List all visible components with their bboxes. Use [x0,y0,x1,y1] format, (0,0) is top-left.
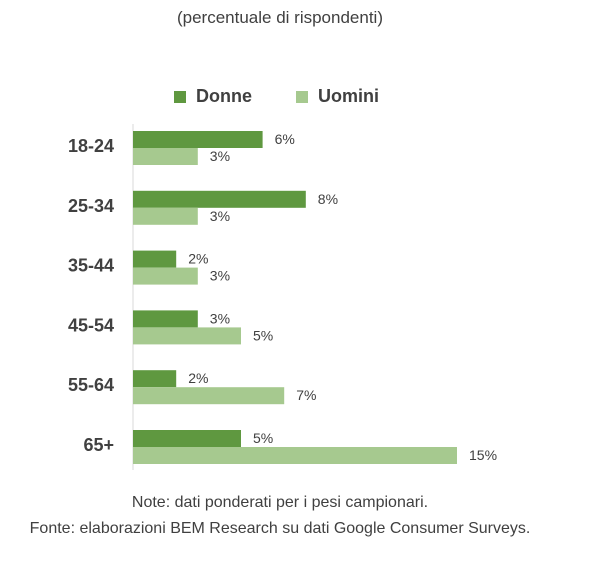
footnote-source: Fonte: elaborazioni BEM Research su dati… [29,520,531,537]
legend-item-uomini: Uomini [296,86,379,107]
data-label-uomini-55-64: 7% [296,387,316,403]
data-label-donne-18-24: 6% [275,131,295,147]
chart-subtitle: (percentuale di rispondenti) [176,8,383,27]
bar-uomini-18-24 [133,148,198,165]
data-label-donne-55-64: 2% [188,370,208,386]
data-label-uomini-25-34: 3% [210,208,230,224]
data-label-donne-25-34: 8% [318,191,338,207]
bar-uomini-35-44 [133,267,198,285]
bar-uomini-55-64 [133,387,285,405]
category-label-65+: 65+ [83,435,114,455]
legend-swatch-uomini [296,90,308,103]
category-label-18-24: 18-24 [68,136,114,156]
category-label-55-64: 55-64 [68,375,114,395]
legend-label-donne: Donne [196,86,252,106]
footnote-note: Note: dati ponderati per i pesi campiona… [131,494,429,511]
bar-uomini-45-54 [133,327,241,345]
data-label-donne-45-54: 3% [210,310,230,326]
chart-legend: Donne Uomini [174,86,423,107]
data-label-uomini-35-44: 3% [210,268,230,284]
legend-item-donne: Donne [174,86,252,107]
bar-donne-65+ [133,430,241,447]
data-label-donne-35-44: 2% [188,251,208,267]
bar-donne-45-54 [133,310,198,328]
data-label-uomini-18-24: 3% [210,148,230,164]
category-label-35-44: 35-44 [68,256,114,276]
legend-swatch-donne [174,90,186,103]
data-label-uomini-65+: 15% [469,447,497,463]
bar-donne-35-44 [133,250,177,268]
category-label-45-54: 45-54 [68,315,114,335]
category-label-25-34: 25-34 [68,196,114,216]
bar-donne-25-34 [133,190,306,208]
bar-uomini-25-34 [133,207,198,225]
data-label-uomini-45-54: 5% [253,327,273,343]
bar-donne-55-64 [133,370,177,388]
legend-label-uomini: Uomini [318,86,379,106]
bar-uomini-65+ [133,447,457,464]
data-label-donne-65+: 5% [253,430,273,446]
bar-donne-18-24 [133,131,263,148]
